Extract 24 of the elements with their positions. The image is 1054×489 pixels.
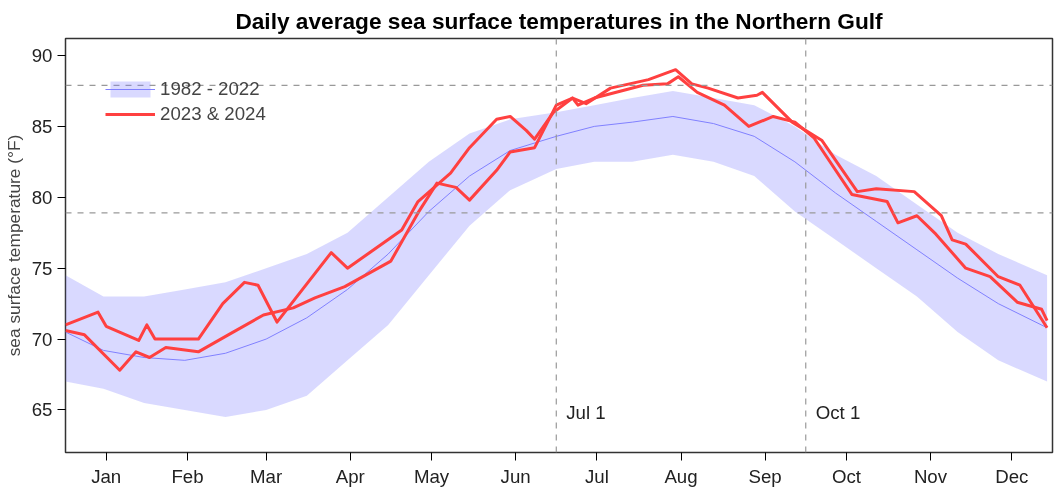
y-tick-label: 75	[31, 257, 53, 279]
x-tick-label: Sep	[748, 465, 782, 487]
ref-line-label: Jul 1	[566, 401, 606, 423]
y-tick-label: 85	[31, 115, 53, 137]
legend-label: 1982 - 2022	[160, 78, 260, 100]
x-tick-label: Oct	[831, 465, 862, 487]
legend-label: 2023 & 2024	[160, 103, 266, 125]
y-tick-label: 80	[31, 186, 53, 208]
chart-title: Daily average sea surface temperatures in the Northern Gulf	[235, 7, 884, 34]
x-tick-label: Jun	[500, 465, 531, 487]
y-axis-title: sea surface temperature (°F)	[3, 134, 24, 357]
y-tick-label: 70	[31, 328, 53, 350]
x-tick-label: Dec	[995, 465, 1029, 487]
x-tick-label: Jan	[91, 465, 122, 487]
x-tick-label: Mar	[250, 465, 283, 487]
x-tick-label: Apr	[335, 465, 365, 487]
ref-line-label: Oct 1	[815, 401, 861, 423]
x-tick-label: Aug	[664, 465, 698, 487]
y-tick-label: 65	[31, 399, 53, 421]
x-tick-label: Nov	[913, 465, 948, 487]
x-tick-label: Jul	[585, 465, 609, 487]
x-tick-label: May	[413, 465, 450, 487]
y-tick-label: 90	[31, 45, 53, 67]
x-tick-label: Feb	[171, 465, 204, 487]
